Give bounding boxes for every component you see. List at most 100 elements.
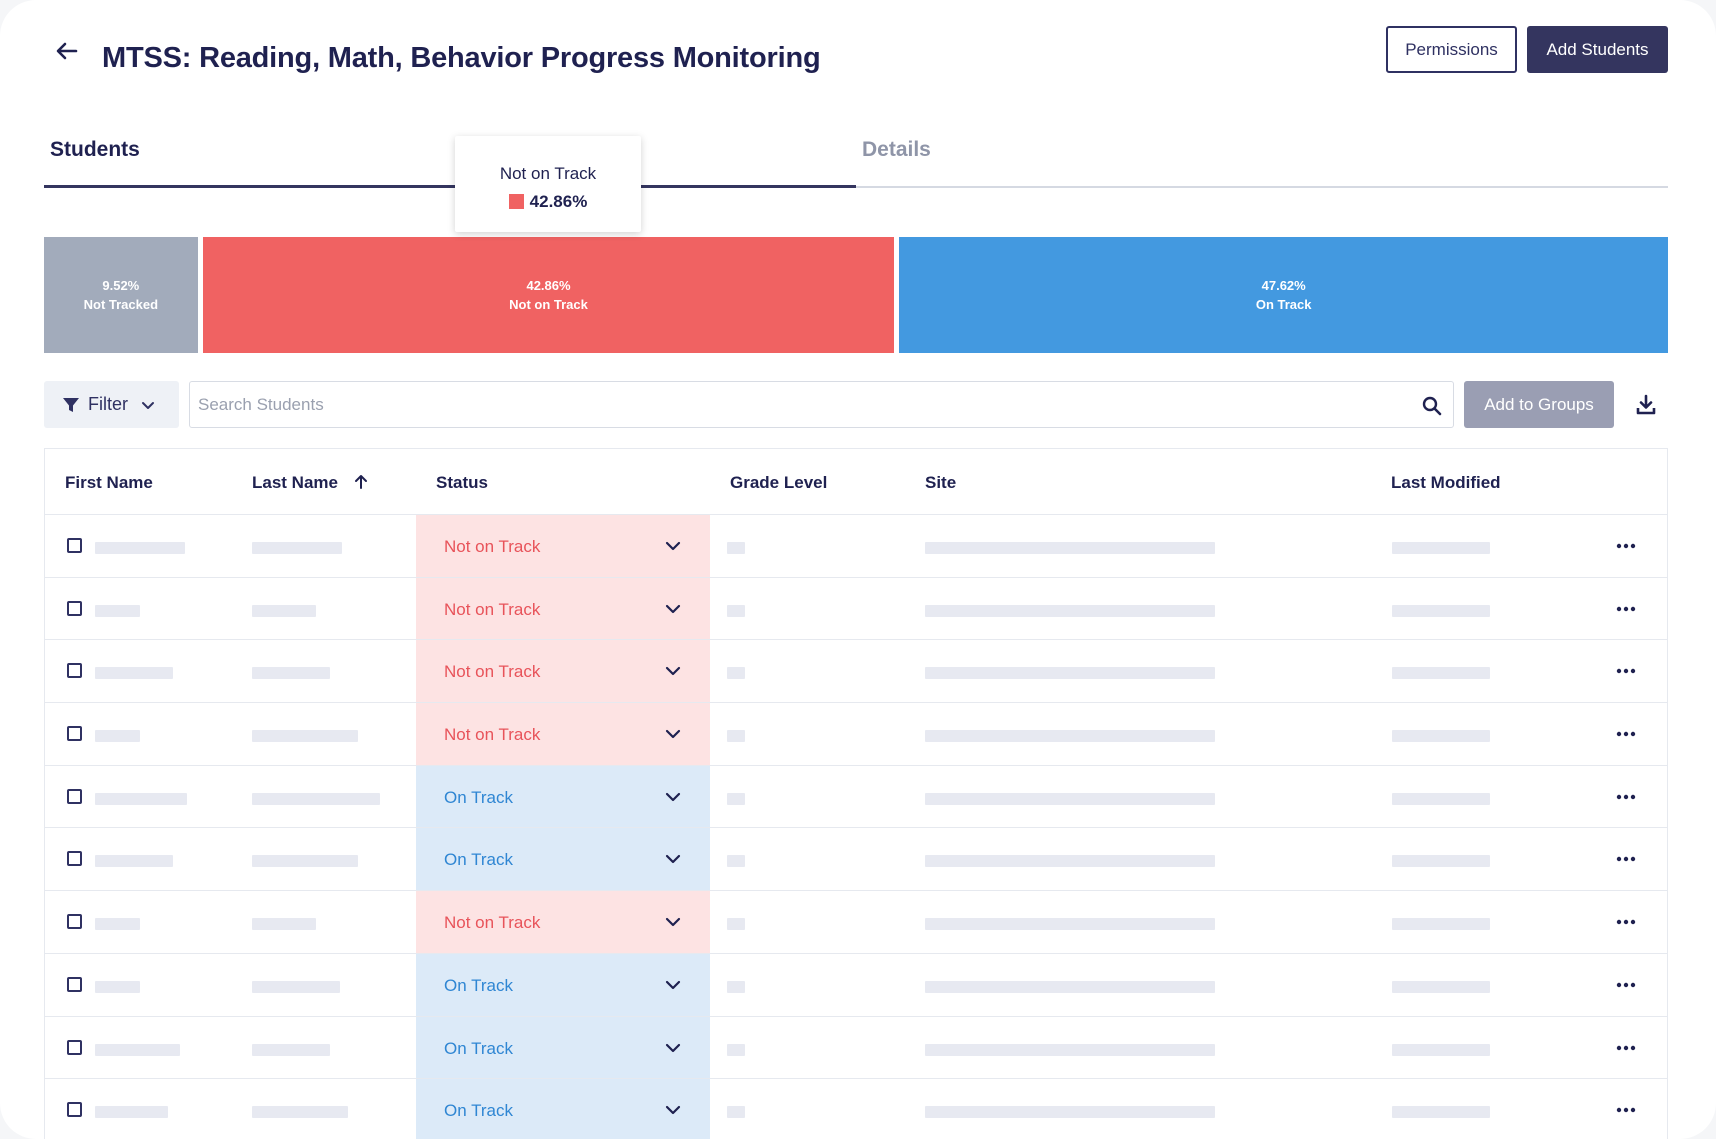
last-modified-placeholder (1392, 667, 1490, 680)
more-horizontal-icon[interactable] (1615, 600, 1637, 618)
segment-not-on-track[interactable]: 42.86% Not on Track (202, 237, 895, 353)
more-horizontal-icon[interactable] (1615, 1101, 1637, 1119)
segment-not-tracked[interactable]: 9.52% Not Tracked (44, 237, 198, 353)
status-value: On Track (444, 787, 513, 807)
last-name-placeholder (252, 855, 358, 868)
status-dropdown[interactable]: On Track (416, 765, 710, 828)
grade-level-placeholder (727, 604, 745, 617)
table-row[interactable]: On Track (45, 953, 1667, 1017)
table-row[interactable]: On Track (45, 1079, 1667, 1139)
last-name-placeholder (252, 918, 316, 931)
segment-label: Not Tracked (83, 297, 159, 312)
grade-level-placeholder (727, 855, 745, 868)
last-modified-placeholder (1392, 730, 1490, 743)
permissions-button[interactable]: Permissions (1386, 26, 1517, 73)
status-dropdown[interactable]: Not on Track (416, 891, 710, 953)
table-row[interactable]: Not on Track (45, 891, 1667, 954)
last-modified-placeholder (1392, 1043, 1490, 1056)
grade-level-placeholder (727, 730, 745, 743)
first-name-placeholder (95, 730, 140, 743)
status-value: Not on Track (444, 537, 541, 556)
row-checkbox[interactable] (67, 788, 82, 804)
status-dropdown[interactable]: Not on Track (416, 577, 710, 640)
chevron-down-icon (665, 729, 681, 739)
table-row[interactable]: On Track (45, 765, 1667, 829)
more-horizontal-icon[interactable] (1615, 976, 1637, 994)
last-modified-placeholder (1392, 792, 1490, 805)
add-to-groups-button[interactable]: Add to Groups (1464, 381, 1614, 428)
status-dropdown[interactable]: Not on Track (416, 515, 710, 577)
segment-percent: 42.86% (526, 278, 571, 293)
page-title: MTSS: Reading, Math, Behavior Progress M… (102, 42, 821, 74)
status-dropdown[interactable]: On Track (416, 1079, 710, 1139)
add-students-button[interactable]: Add Students (1527, 26, 1668, 73)
last-name-placeholder (252, 1043, 330, 1056)
table-row[interactable]: Not on Track (45, 640, 1667, 704)
tab-details[interactable]: Details (862, 138, 931, 161)
status-dropdown[interactable]: Not on Track (416, 703, 710, 765)
status-value: Not on Track (444, 913, 541, 933)
table-row[interactable]: Not on Track (45, 703, 1667, 766)
col-last-name[interactable]: Last Name (252, 473, 369, 493)
status-dropdown[interactable]: On Track (416, 1016, 710, 1079)
chevron-down-icon (142, 401, 154, 409)
grade-level-placeholder (727, 980, 745, 993)
more-horizontal-icon[interactable] (1615, 788, 1637, 806)
site-placeholder (925, 542, 1215, 554)
site-placeholder (925, 730, 1215, 743)
segment-percent: 47.62% (1261, 278, 1306, 293)
download-icon[interactable] (1634, 393, 1658, 417)
grade-level-placeholder (727, 1043, 745, 1056)
tab-students[interactable]: Students (50, 138, 140, 161)
tooltip-label: Not on Track (499, 164, 597, 183)
row-checkbox[interactable] (67, 600, 82, 616)
more-horizontal-icon[interactable] (1615, 1039, 1637, 1057)
more-horizontal-icon[interactable] (1615, 537, 1637, 555)
row-checkbox[interactable] (67, 914, 82, 930)
more-horizontal-icon[interactable] (1615, 725, 1637, 743)
row-checkbox[interactable] (67, 976, 82, 992)
col-status[interactable]: Status (436, 473, 488, 492)
first-name-placeholder (95, 604, 140, 617)
col-last-modified[interactable]: Last Modified (1391, 473, 1501, 492)
last-modified-placeholder (1392, 918, 1490, 931)
status-dropdown[interactable]: On Track (416, 828, 710, 891)
site-placeholder (925, 855, 1215, 868)
segment-on-track[interactable]: 47.62% On Track (899, 237, 1668, 353)
col-first-name[interactable]: First Name (65, 473, 153, 492)
filter-button[interactable]: Filter (44, 381, 179, 428)
tooltip-value: 42.86% (529, 192, 588, 211)
col-site[interactable]: Site (925, 473, 957, 492)
table-row[interactable]: On Track (45, 1016, 1667, 1080)
table-row[interactable]: Not on Track (45, 515, 1667, 578)
row-checkbox[interactable] (67, 1102, 82, 1118)
search-input[interactable] (198, 390, 1388, 420)
students-table: First Name Last Name Status Grade Level … (44, 448, 1668, 1139)
status-value: Not on Track (444, 599, 541, 619)
first-name-placeholder (95, 855, 173, 868)
row-checkbox[interactable] (67, 663, 82, 679)
status-dropdown[interactable]: On Track (416, 953, 710, 1016)
table-row[interactable]: On Track (45, 828, 1667, 892)
tooltip-swatch (508, 194, 524, 209)
site-placeholder (925, 1106, 1215, 1119)
row-checkbox[interactable] (67, 726, 82, 742)
row-checkbox[interactable] (67, 1039, 82, 1055)
first-name-placeholder (95, 1043, 180, 1056)
more-horizontal-icon[interactable] (1615, 913, 1637, 931)
status-dropdown[interactable]: Not on Track (416, 640, 710, 703)
site-placeholder (925, 604, 1215, 617)
more-horizontal-icon[interactable] (1615, 850, 1637, 868)
search-icon[interactable] (1421, 395, 1443, 417)
col-grade-level[interactable]: Grade Level (730, 473, 828, 492)
row-checkbox[interactable] (67, 851, 82, 867)
site-placeholder (925, 1043, 1215, 1056)
table-row[interactable]: Not on Track (45, 577, 1667, 641)
status-value: On Track (444, 1101, 513, 1121)
back-arrow-icon[interactable] (52, 36, 82, 66)
status-value: On Track (444, 1038, 513, 1058)
row-checkbox[interactable] (67, 538, 82, 553)
first-name-placeholder (95, 542, 185, 554)
more-horizontal-icon[interactable] (1615, 662, 1637, 680)
